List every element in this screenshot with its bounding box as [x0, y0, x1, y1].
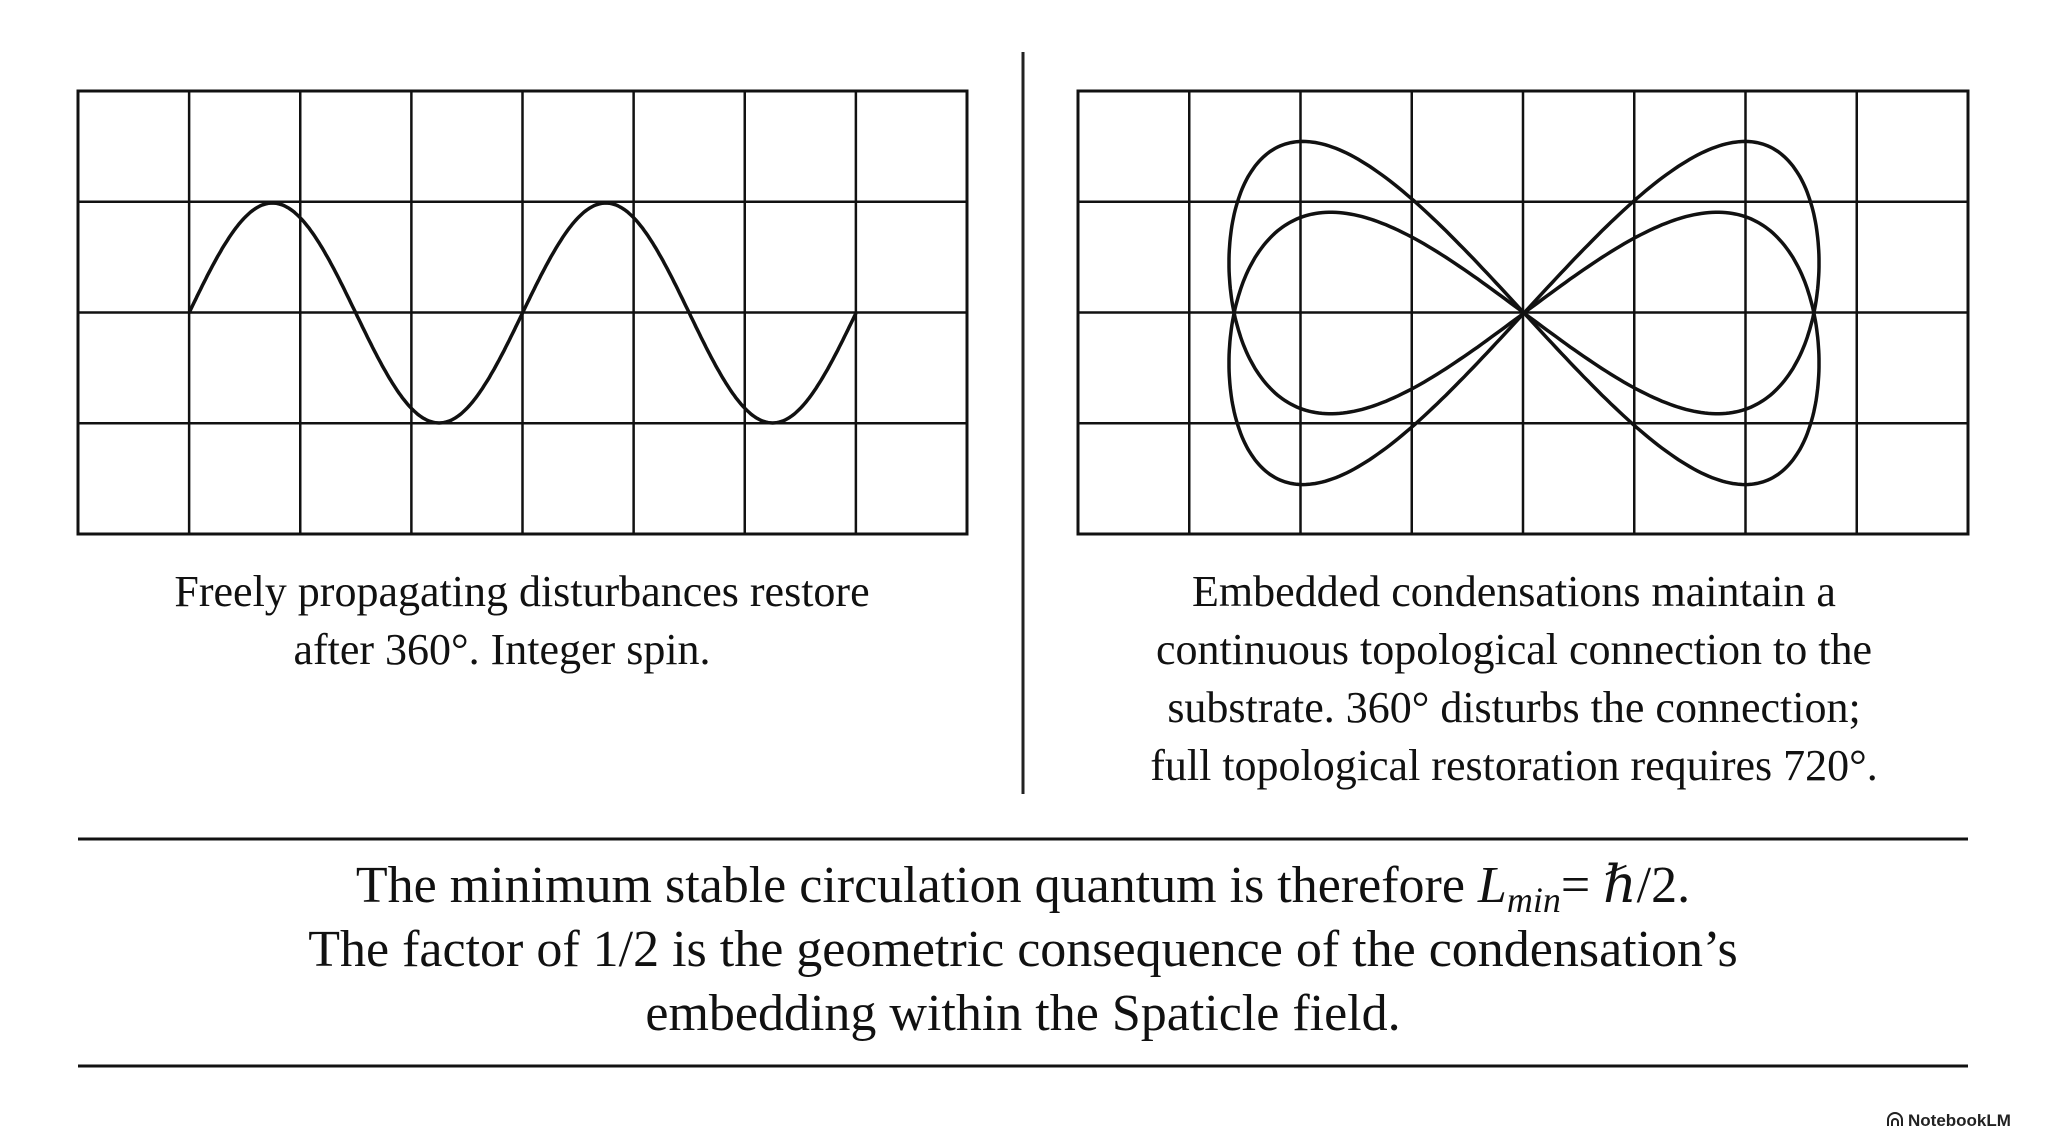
formula-rest: = ℏ/2.: [1561, 857, 1690, 914]
right-caption: full topological restoration requires 72…: [1150, 741, 1878, 790]
figure-eight: [1227, 139, 1821, 487]
right-caption: continuous topological connection to the: [1156, 625, 1872, 674]
conclusion-line: The factor of 1/2 is the geometric conse…: [308, 921, 1738, 978]
right-caption: substrate. 360° disturbs the connection;: [1167, 683, 1860, 732]
conclusion-line: embedding within the Spaticle field.: [645, 985, 1400, 1042]
right-grid: [1076, 89, 1970, 536]
text: The minimum stable circulation quantum i…: [356, 857, 1465, 914]
formula-symbol: L: [1477, 857, 1507, 914]
right-caption: Embedded condensations maintain a: [1192, 567, 1836, 616]
brand-logo: NotebookLM: [1887, 1111, 2011, 1130]
left-grid: [76, 89, 969, 536]
left-caption: after 360°. Integer spin.: [293, 625, 710, 674]
sine-wave: [187, 201, 858, 425]
conclusion-line: The minimum stable circulation quantum i…: [356, 857, 1690, 920]
left-caption: Freely propagating disturbances restore: [174, 567, 869, 616]
brand: NotebookLM: [1908, 1111, 2011, 1130]
figure-eight: [1227, 139, 1821, 487]
formula-subscript: min: [1507, 880, 1561, 920]
